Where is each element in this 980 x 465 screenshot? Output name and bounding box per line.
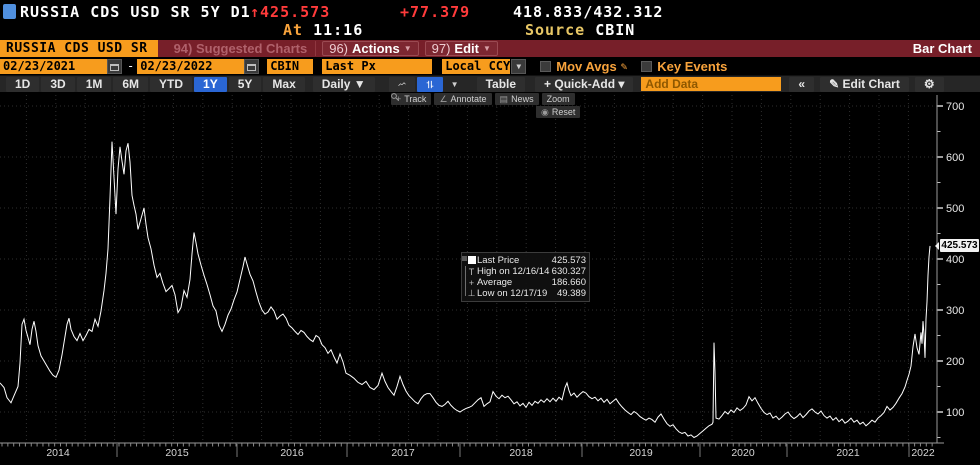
legend-row-last: Last Price 425.573 — [466, 255, 586, 266]
average-marker-icon: + — [468, 277, 475, 288]
security-ticker: RUSSIA CDS USD SR 5Y D1 — [20, 3, 251, 21]
line-chart-icon[interactable] — [388, 76, 415, 92]
quote-time: At 11:16 — [283, 21, 364, 39]
range-button-5y[interactable]: 5Y — [228, 76, 262, 92]
x-year-label: 2015 — [165, 447, 189, 459]
chart-area: 100 200 300 400 500 600 700 2014 2015 2016 2017 201… — [0, 92, 980, 465]
key-events-label[interactable]: Key Events — [657, 58, 728, 74]
reset-icon: ◉ — [541, 107, 549, 117]
menu-bar: RUSSIA CDS USD SR 94) Suggested Charts 9… — [0, 40, 980, 57]
x-year-label: 2014 — [46, 447, 70, 459]
legend-bracket — [465, 266, 466, 296]
y-tick-label: 200 — [946, 356, 964, 368]
x-year-label: 2020 — [731, 447, 755, 459]
key-events-checkbox[interactable] — [641, 60, 653, 72]
date-range-dash: - — [127, 59, 135, 73]
price-chart: 100 200 300 400 500 600 700 2014 2015 2016 2017 201… — [0, 95, 964, 459]
y-tick-label: 500 — [946, 203, 964, 215]
quick-add-button[interactable]: + Quick-Add ▾ — [535, 76, 634, 92]
news-button[interactable]: ▤ News — [494, 93, 539, 105]
price-change: +77.379 — [400, 3, 471, 21]
price-line — [0, 141, 931, 439]
x-year-label: 2021 — [836, 447, 860, 459]
y-tick-label: 100 — [946, 407, 964, 419]
collapse-button[interactable]: « — [789, 76, 815, 92]
last-price-axis-label: 425.573 — [935, 239, 979, 253]
up-arrow-icon: ↑ — [250, 3, 261, 21]
range-button-max[interactable]: Max — [263, 76, 305, 92]
y-tick-label: 300 — [946, 305, 964, 317]
range-button-3d[interactable]: 3D — [41, 76, 75, 92]
range-button-6m[interactable]: 6M — [113, 76, 149, 92]
calendar-icon[interactable] — [244, 58, 260, 74]
mov-avgs-checkbox[interactable] — [540, 60, 552, 72]
table-button[interactable]: Table — [476, 76, 526, 92]
date-to-field[interactable]: 02/23/2022 — [137, 58, 245, 74]
legend-row-high: T High on 12/16/14 630.327 — [466, 266, 586, 277]
suggested-charts-menu[interactable]: 94) Suggested Charts — [166, 41, 317, 56]
range-button-1m[interactable]: 1M — [76, 76, 112, 92]
chart-style-dropdown[interactable]: ▼ — [450, 79, 459, 89]
edit-menu[interactable]: 97) Edit ▼ — [424, 41, 498, 56]
quote-source: Source CBIN — [525, 21, 636, 39]
pencil-icon[interactable]: ✎ — [620, 59, 628, 73]
crosshair-icon: + — [396, 94, 402, 104]
high-marker-icon: T — [468, 266, 475, 277]
square-marker-icon — [466, 255, 477, 266]
magnifier-icon — [391, 93, 399, 101]
legend-row-average: + Average 186.660 — [466, 277, 586, 288]
periodicity-select[interactable]: Daily ▼ — [312, 76, 375, 92]
mov-avgs-label[interactable]: Mov Avgs — [556, 58, 617, 74]
y-tick-label: 700 — [946, 101, 964, 113]
annotate-button[interactable]: ∠ Annotate — [434, 93, 492, 105]
gear-icon[interactable]: ⚙ — [914, 76, 944, 92]
price-field-select[interactable]: Last Px — [322, 58, 433, 74]
legend-row-low: ⊥ Low on 12/17/19 49.389 — [467, 288, 586, 299]
x-year-label: 2022 — [911, 447, 935, 459]
bid-ask: 418.833/432.312 — [513, 3, 664, 21]
chart-tools: + Track ∠ Annotate ▤ News Zoom — [391, 93, 575, 105]
low-marker-icon: ⊥ — [467, 288, 476, 298]
reset-button[interactable]: ◉ Reset — [536, 106, 581, 118]
zoom-button[interactable]: Zoom — [391, 93, 575, 105]
source-field[interactable]: CBIN — [267, 58, 314, 74]
calendar-icon[interactable] — [107, 58, 122, 74]
last-price-quote: ↑425.573 — [250, 3, 331, 21]
security-icon — [3, 4, 16, 19]
news-icon: ▤ — [499, 94, 509, 104]
x-year-label: 2019 — [629, 447, 653, 459]
track-button[interactable]: + Track — [391, 93, 432, 105]
range-button-1d[interactable]: 1D — [6, 76, 40, 92]
title-bar: RUSSIA CDS USD SR 5Y D1 ↑425.573 +77.379… — [0, 0, 980, 40]
currency-dropdown-button[interactable]: ▼ — [511, 58, 527, 74]
legend-handle[interactable] — [462, 256, 467, 261]
range-button-ytd[interactable]: YTD — [150, 76, 193, 92]
chart-toolbar: 1D 3D 1M 6M YTD 1Y 5Y Max Daily ▼ ▼ Table + Qui… — [0, 75, 980, 92]
date-from-field[interactable]: 02/23/2021 — [0, 58, 107, 74]
y-tick-label: 400 — [946, 254, 964, 266]
actions-menu[interactable]: 96) Actions ▼ — [322, 41, 419, 56]
x-year-label: 2016 — [280, 447, 304, 459]
chevron-down-icon: ▼ — [403, 44, 412, 53]
chevron-down-icon: ▼ — [482, 44, 491, 53]
edit-chart-button[interactable]: ✎ Edit Chart — [820, 76, 909, 92]
y-tick-label: 600 — [946, 152, 964, 164]
annotate-icon: ∠ — [439, 94, 448, 104]
chart-type-label: Bar Chart — [912, 41, 972, 56]
range-button-group: 1D 3D 1M 6M YTD 1Y 5Y Max — [4, 76, 305, 92]
bar-chart-icon[interactable] — [416, 76, 443, 92]
security-tab[interactable]: RUSSIA CDS USD SR — [0, 40, 158, 57]
x-year-label: 2018 — [509, 447, 533, 459]
add-data-input[interactable] — [641, 77, 782, 91]
x-year-label: 2017 — [391, 447, 415, 459]
chart-legend[interactable]: Last Price 425.573 T High on 12/16/14 63… — [461, 252, 590, 302]
range-button-1y[interactable]: 1Y — [194, 76, 227, 92]
chart-settings-row: 02/23/2021 - 02/23/2022 CBIN Last Px Loc… — [0, 57, 980, 75]
currency-select[interactable]: Local CCY — [442, 58, 510, 74]
